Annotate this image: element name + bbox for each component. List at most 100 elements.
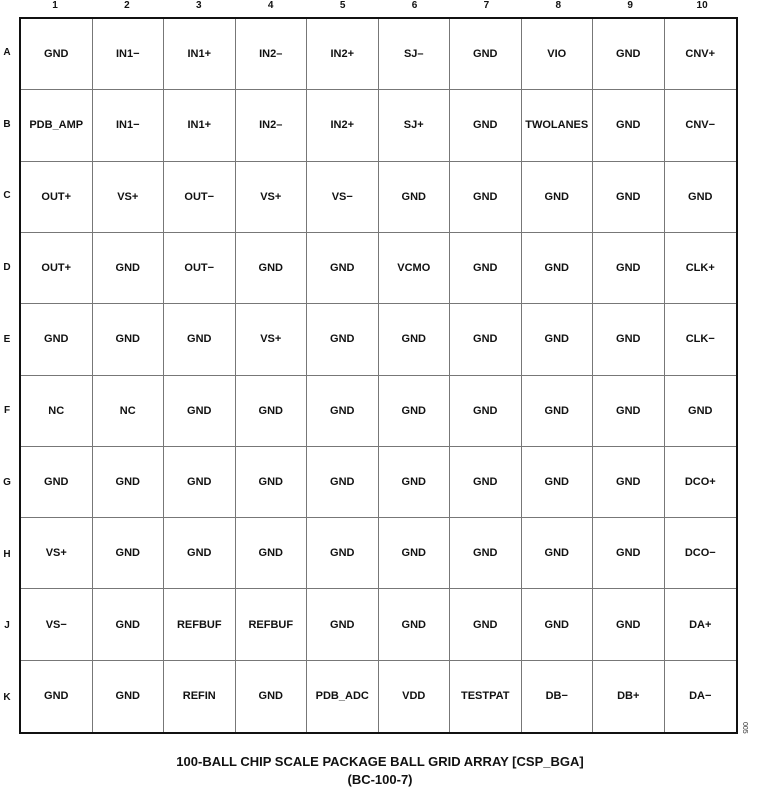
column-header: 5 <box>339 0 346 11</box>
pin-cell: GND <box>593 375 665 447</box>
pin-cell: GND <box>664 162 736 233</box>
pin-cell: GND <box>164 446 236 519</box>
pin-cell: DB− <box>522 660 593 732</box>
pin-cell: GND <box>164 304 236 376</box>
pin-cell: IN1− <box>92 90 164 162</box>
pin-cell: OUT− <box>164 232 236 305</box>
pin-cell: REFBUF <box>164 589 236 661</box>
pin-cell: GND <box>307 375 379 447</box>
pin-cell: GND <box>450 161 522 233</box>
pin-cell: NC <box>92 375 164 447</box>
pin-cell: GND <box>21 660 93 732</box>
pin-cell: GND <box>450 446 522 519</box>
pin-cell: GND <box>307 446 379 519</box>
pin-cell: IN1+ <box>164 90 236 162</box>
pin-cell: PDB_AMP <box>21 90 93 162</box>
pin-cell: GND <box>593 518 665 590</box>
pin-cell: GND <box>164 375 236 447</box>
pin-cell: CLK− <box>664 304 736 376</box>
pin-cell: GND <box>450 304 522 376</box>
pin-cell: GND <box>450 518 522 590</box>
pin-cell: GND <box>593 232 665 305</box>
pin-cell: SJ+ <box>378 90 450 162</box>
caption: 100-BALL CHIP SCALE PACKAGE BALL GRID AR… <box>0 753 760 789</box>
column-header: 9 <box>627 0 633 11</box>
pin-cell: GND <box>450 232 522 305</box>
pin-cell: GND <box>307 304 379 376</box>
pin-cell: GND <box>21 304 93 376</box>
column-header: 10 <box>696 0 708 11</box>
pin-cell: VS− <box>21 589 93 661</box>
pin-cell: DCO− <box>664 518 736 590</box>
pin-cell: PDB_ADC <box>307 660 379 732</box>
pin-cell: IN1+ <box>164 19 236 91</box>
pin-cell: GND <box>450 589 522 661</box>
pin-cell: GND <box>235 518 307 590</box>
pin-cell: CLK+ <box>664 233 736 305</box>
pin-cell: GND <box>521 518 593 590</box>
pin-cell: GND <box>92 446 164 519</box>
pin-cell: GND <box>307 589 379 661</box>
column-header: 4 <box>267 0 274 11</box>
pin-cell: GND <box>92 232 164 305</box>
pin-cell: GND <box>235 375 307 447</box>
pin-cell: GND <box>235 446 307 519</box>
pin-cell: GND <box>450 19 522 91</box>
pin-cell: DCO+ <box>664 447 736 519</box>
pin-cell: GND <box>92 304 164 376</box>
pin-cell: VCMO <box>378 232 450 305</box>
pin-cell: GND <box>378 446 450 519</box>
pin-cell: GND <box>235 232 307 305</box>
row-header: A <box>3 46 11 58</box>
pin-cell: GND <box>521 589 593 661</box>
caption-package-code: (BC-100-7) <box>347 772 413 787</box>
pin-cell: OUT− <box>164 161 236 233</box>
row-header: D <box>3 261 11 273</box>
pin-cell: VS+ <box>235 161 307 233</box>
pin-cell: GND <box>92 589 164 661</box>
pin-cell: TESTPAT <box>450 660 522 732</box>
pin-cell: GND <box>307 518 379 590</box>
pin-cell: GND <box>378 589 450 661</box>
pin-cell: GND <box>593 589 665 661</box>
pin-cell: IN2+ <box>307 19 379 91</box>
pin-cell: GND <box>93 660 164 732</box>
pin-cell: IN2+ <box>307 90 379 162</box>
pin-cell: TWOLANES <box>521 90 593 162</box>
column-header: 8 <box>555 0 562 11</box>
pin-cell: VS+ <box>92 161 164 233</box>
pin-cell: NC <box>21 375 93 447</box>
pin-cell: IN1− <box>92 19 164 91</box>
pin-cell: VDD <box>379 660 450 732</box>
pin-cell: GND <box>593 19 665 91</box>
pin-cell: GND <box>164 518 236 590</box>
pin-cell: OUT+ <box>21 161 93 233</box>
pin-cell: VS− <box>307 161 379 233</box>
pin-cell: GND <box>521 232 593 305</box>
row-header: C <box>3 190 11 202</box>
pin-cell: GND <box>521 375 593 447</box>
pin-cell: GND <box>593 304 665 376</box>
pin-cell: GND <box>521 161 593 233</box>
pin-cell: VS+ <box>235 304 307 376</box>
row-header: E <box>3 333 11 345</box>
column-header: 1 <box>52 0 58 11</box>
ball-grid: GND IN1− IN1+ IN2– IN2+ SJ– GND VIO GND CNV+ PDB_A… <box>19 17 738 734</box>
pin-cell: CNV+ <box>664 19 736 91</box>
pin-cell: GND <box>664 376 736 447</box>
row-header: G <box>3 477 11 489</box>
column-header: 2 <box>124 0 130 11</box>
row-header: J <box>4 620 10 632</box>
pin-cell: GND <box>450 375 522 447</box>
pin-cell: REFBUF <box>235 589 307 661</box>
pin-cell: GND <box>521 304 593 376</box>
pin-cell: IN2– <box>235 90 307 162</box>
pin-cell: GND <box>236 660 307 732</box>
column-header: 7 <box>483 0 490 11</box>
pin-cell: GND <box>593 446 665 519</box>
pin-cell: GND <box>593 161 665 233</box>
caption-title: 100-BALL CHIP SCALE PACKAGE BALL GRID AR… <box>176 754 584 769</box>
pin-cell: DB+ <box>593 660 665 732</box>
row-header: K <box>3 692 11 704</box>
pin-cell: SJ– <box>378 19 450 91</box>
